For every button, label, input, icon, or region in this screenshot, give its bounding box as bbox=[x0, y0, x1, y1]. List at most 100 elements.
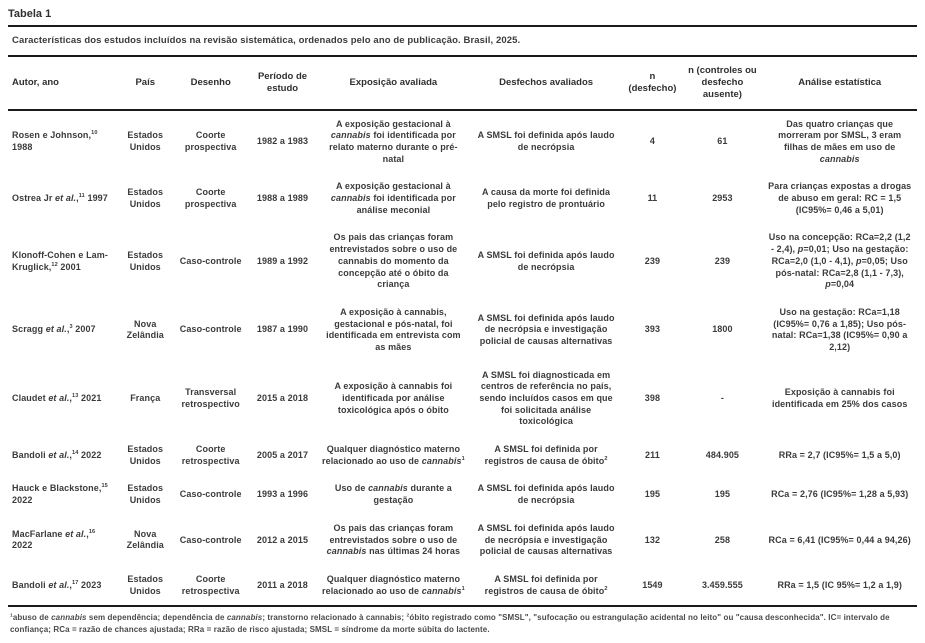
cell-outcomes: A SMSL foi definida após laudo de necróp… bbox=[477, 130, 615, 152]
cell-n-outcome: 11 bbox=[647, 193, 658, 204]
cell-design: Caso-controle bbox=[179, 255, 242, 266]
cell-n-control: - bbox=[720, 393, 724, 403]
cell-design: Caso-controle bbox=[179, 324, 242, 335]
cell-n-control: 61 bbox=[717, 136, 728, 147]
col-header-analysis: Análise estatística bbox=[762, 57, 917, 111]
col-header-author: Autor, ano bbox=[8, 57, 118, 111]
cell-exposure: Uso de cannabis durante a gestação bbox=[334, 483, 452, 506]
cell-n-control: 3.459.555 bbox=[701, 579, 743, 590]
cell-design: Coorte prospectiva bbox=[184, 187, 237, 209]
col-header-country: País bbox=[117, 57, 174, 111]
table-row: Klonoff-Cohen e Lam-Kruglick,12 2001 Est… bbox=[8, 224, 917, 298]
cell-country: Nova Zelândia bbox=[126, 318, 164, 341]
cell-n-control: 195 bbox=[714, 489, 731, 500]
cell-n-control: 484.905 bbox=[705, 449, 740, 460]
cell-analysis: Exposição à cannabis foi identificada em… bbox=[771, 387, 908, 409]
cell-exposure: Os pais das crianças foram entrevistados… bbox=[326, 522, 461, 557]
cell-analysis: Das quatro crianças que morreram por SMS… bbox=[778, 118, 902, 164]
cell-period: 1982 a 1983 bbox=[256, 136, 309, 147]
table-row: MacFarlane et al.,16 2022 Nova Zelândia … bbox=[8, 515, 917, 566]
cell-country: Nova Zelândia bbox=[126, 528, 164, 551]
cell-n-outcome: 132 bbox=[644, 534, 661, 545]
cell-period: 1993 a 1996 bbox=[256, 489, 309, 500]
cell-exposure: Qualquer diagnóstico materno relacionado… bbox=[322, 444, 465, 466]
cell-author: Scragg et al.,3 2007 bbox=[12, 324, 96, 335]
cell-exposure: A exposição à cannabis, gestacional e pó… bbox=[326, 306, 461, 352]
cell-n-control: 258 bbox=[714, 534, 731, 545]
cell-country: Estados Unidos bbox=[127, 249, 164, 272]
cell-outcomes: A causa da morte foi definida pelo regis… bbox=[482, 187, 611, 209]
cell-exposure: Os pais das crianças foram entrevistados… bbox=[329, 232, 458, 290]
cell-author: Bandoli et al.,17 2023 bbox=[12, 579, 102, 590]
table-row: Claudet et al.,13 2021 França Transversa… bbox=[8, 362, 917, 436]
table-row: Bandoli et al.,17 2023 Estados Unidos Co… bbox=[8, 566, 917, 606]
cell-exposure: A exposição gestacional à cannabis foi i… bbox=[329, 118, 458, 164]
cell-period: 1989 a 1992 bbox=[256, 255, 309, 266]
cell-n-control: 239 bbox=[714, 255, 731, 266]
cell-n-control: 1800 bbox=[712, 324, 733, 335]
cell-author: Klonoff-Cohen e Lam-Kruglick,12 2001 bbox=[12, 249, 108, 272]
cell-author: Ostrea Jr et al.,11 1997 bbox=[12, 193, 108, 204]
cell-design: Caso-controle bbox=[179, 489, 242, 500]
table-row: Hauck e Blackstone,15 2022 Estados Unido… bbox=[8, 475, 917, 514]
cell-period: 2005 a 2017 bbox=[256, 449, 309, 460]
cell-outcomes: A SMSL foi definida após laudo de necróp… bbox=[477, 312, 615, 347]
cell-country: França bbox=[130, 393, 161, 403]
cell-author: Rosen e Johnson,10 1988 bbox=[12, 130, 98, 152]
cell-analysis: RRa = 2,7 (IC95%= 1,5 a 5,0) bbox=[778, 449, 901, 460]
cell-n-outcome: 398 bbox=[644, 393, 661, 403]
cell-design: Caso-controle bbox=[179, 534, 242, 545]
cell-author: Claudet et al.,13 2021 bbox=[12, 393, 102, 403]
cell-design: Coorte prospectiva bbox=[184, 130, 237, 152]
cell-n-outcome: 211 bbox=[645, 449, 660, 460]
cell-period: 1988 a 1989 bbox=[256, 193, 309, 204]
cell-design: Coorte retrospectiva bbox=[181, 573, 240, 596]
cell-outcomes: A SMSL foi definida após laudo de necróp… bbox=[477, 249, 615, 272]
cell-analysis: Para crianças expostas a drogas de abuso… bbox=[768, 181, 912, 215]
cell-design: Transversal retrospectivo bbox=[181, 387, 240, 409]
cell-analysis: Uso na gestação: RCa=1,18 (IC95%= 0,76 a… bbox=[771, 306, 908, 352]
cell-exposure: A exposição gestacional à cannabis foi i… bbox=[330, 181, 456, 215]
col-header-exposure: Exposição avaliada bbox=[317, 57, 470, 111]
studies-table: Autor, ano País Desenho Período de estud… bbox=[8, 57, 917, 607]
cell-period: 2011 a 2018 bbox=[257, 579, 308, 590]
cell-n-outcome: 239 bbox=[644, 255, 661, 266]
cell-author: Hauck e Blackstone,15 2022 bbox=[12, 483, 108, 506]
cell-author: MacFarlane et al.,16 2022 bbox=[12, 528, 96, 551]
cell-outcomes: A SMSL foi definida por registros de cau… bbox=[484, 573, 608, 596]
cell-exposure: A exposição à cannabis foi identificada … bbox=[334, 381, 453, 415]
cell-country: Estados Unidos bbox=[127, 444, 164, 466]
cell-outcomes: A SMSL foi definida por registros de cau… bbox=[484, 444, 608, 466]
cell-n-outcome: 1549 bbox=[642, 579, 663, 590]
cell-author: Bandoli et al.,14 2022 bbox=[12, 449, 102, 460]
cell-country: Estados Unidos bbox=[127, 187, 164, 209]
col-header-outcomes: Desfechos avaliados bbox=[469, 57, 623, 111]
table-caption: Características dos estudos incluídos na… bbox=[8, 27, 917, 57]
cell-n-outcome: 393 bbox=[644, 324, 661, 335]
cell-exposure: Qualquer diagnóstico materno relacionado… bbox=[322, 573, 465, 596]
col-header-design: Desenho bbox=[173, 57, 248, 111]
cell-design: Coorte retrospectiva bbox=[181, 444, 240, 466]
cell-period: 2012 a 2015 bbox=[256, 534, 309, 545]
table-footnotes: 1abuso de cannabis sem dependência; depe… bbox=[10, 613, 890, 634]
table-row: Scragg et al.,3 2007 Nova Zelândia Caso-… bbox=[8, 299, 917, 362]
cell-analysis: Uso na concepção: RCa=2,2 (1,2 - 2,4), p… bbox=[768, 232, 911, 290]
cell-n-control: 2953 bbox=[712, 193, 733, 204]
cell-period: 1987 a 1990 bbox=[256, 324, 309, 335]
cell-country: Estados Unidos bbox=[127, 130, 164, 152]
col-header-n-control: n (controles ou desfecho ausente) bbox=[682, 57, 763, 111]
col-header-n-outcome: n (desfecho) bbox=[622, 57, 683, 111]
table-label: Tabela 1 bbox=[8, 6, 917, 27]
cell-period: 2015 a 2018 bbox=[256, 393, 309, 403]
table-row: Ostrea Jr et al.,11 1997 Estados Unidos … bbox=[8, 173, 917, 224]
cell-country: Estados Unidos bbox=[127, 573, 164, 596]
cell-outcomes: A SMSL foi definida após laudo de necróp… bbox=[477, 483, 615, 506]
cell-n-outcome: 195 bbox=[644, 489, 661, 500]
cell-country: Estados Unidos bbox=[127, 483, 164, 506]
table-row: Rosen e Johnson,10 1988 Estados Unidos C… bbox=[8, 110, 917, 174]
col-header-period: Período de estudo bbox=[247, 57, 318, 111]
cell-analysis: RCa = 6,41 (IC95%= 0,44 a 94,26) bbox=[768, 534, 911, 545]
cell-analysis: RRa = 1,5 (IC 95%= 1,2 a 1,9) bbox=[777, 579, 902, 590]
cell-analysis: RCa = 2,76 (IC95%= 1,28 a 5,93) bbox=[771, 489, 909, 500]
